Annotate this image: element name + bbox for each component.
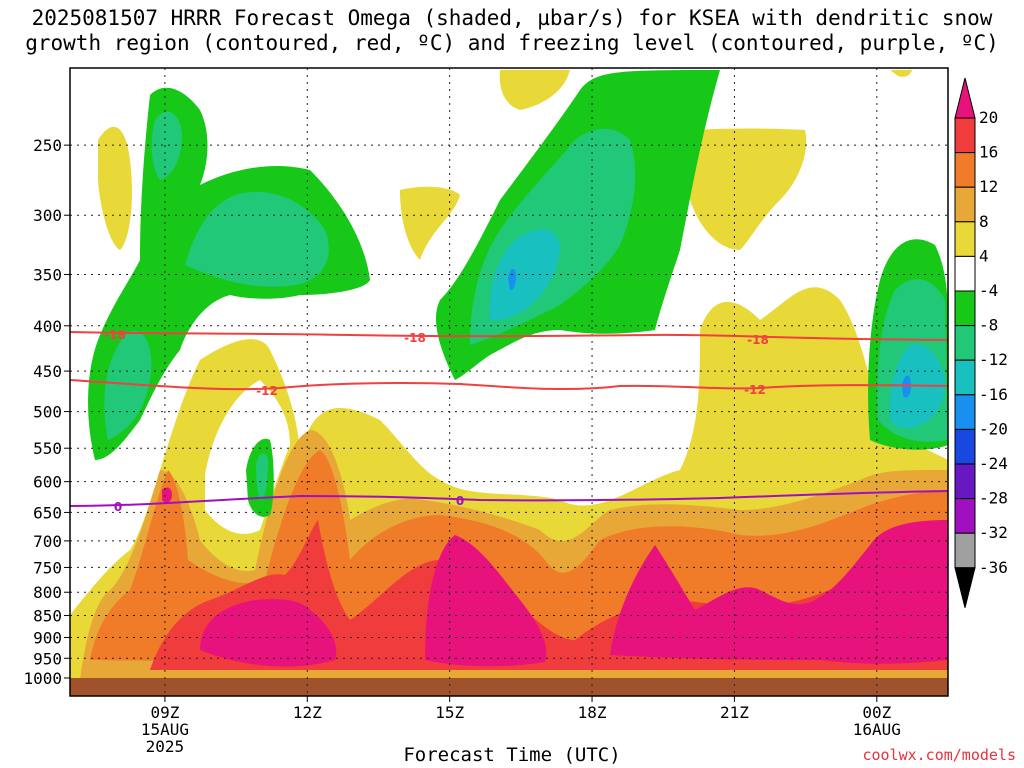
omega-shade-yellow-upper-d — [690, 128, 807, 250]
colorbar-label-0: 20 — [979, 108, 998, 127]
x-tick-label-00Z: 00Z — [862, 703, 891, 722]
contour-label-minus18-a: -18 — [104, 328, 126, 342]
contour-label-minus18-b: -18 — [404, 331, 426, 345]
x-tick-label-21Z: 21Z — [720, 703, 749, 722]
y-tick-label-1000: 1000 — [23, 669, 62, 688]
colorbar-label-2: 12 — [979, 177, 998, 196]
colorbar: 20 16 12 8 4 -4 -8 -12 -16 -20 -24 -28 -32 -36 — [954, 77, 1008, 608]
chart-title: 2025081507 HRRR Forecast Omega (shaded, … — [0, 6, 1024, 56]
omega-shade-teal-upper — [151, 111, 182, 180]
omega-shade-teal-left — [104, 331, 152, 440]
colorbar-label-11: -28 — [979, 489, 1008, 508]
contour-labels: -18 -18 -18 -12 -12 0 0 — [104, 328, 769, 514]
x-axis-label: Forecast Time (UTC) — [403, 744, 621, 766]
colorbar-segment-9 — [954, 394, 976, 430]
colorbar-label-6: -8 — [979, 316, 998, 335]
y-tick-label-450: 450 — [33, 362, 62, 381]
colorbar-label-9: -20 — [979, 419, 1008, 438]
y-tick-label-600: 600 — [33, 473, 62, 492]
colorbar-segment-2 — [954, 152, 976, 188]
colorbar-segment-5 — [954, 255, 976, 292]
x-tick-label-18Z: 18Z — [578, 703, 607, 722]
omega-shade-blue-right — [902, 375, 911, 398]
colorbar-label-8: -16 — [979, 385, 1008, 404]
plot-area: -18 -18 -18 -12 -12 0 0 — [70, 68, 948, 696]
colorbar-segment-1 — [954, 117, 976, 154]
y-tick-label-750: 750 — [33, 558, 62, 577]
omega-shade-magenta-small — [162, 487, 172, 503]
omega-shade-white-hole-2 — [70, 480, 110, 540]
colorbar-segment-6 — [954, 290, 976, 327]
y-tick-label-250: 250 — [33, 136, 62, 155]
site-credit: coolwx.com/models — [862, 746, 1016, 764]
title-line-1: 2025081507 HRRR Forecast Omega (shaded, … — [31, 6, 993, 30]
plot-frame — [69, 67, 949, 697]
colorbar-segment-12 — [954, 498, 976, 534]
x-tick-label-09Z: 09Z — [150, 703, 179, 722]
x-tick-date-09Z: 15AUG — [141, 720, 189, 739]
omega-shade-cyan-center — [489, 229, 560, 321]
omega-shade-yellow-upper-a — [98, 126, 132, 250]
contour-label-minus18-c: -18 — [747, 333, 769, 347]
contour-line-minus12 — [70, 379, 948, 391]
y-tick-label-650: 650 — [33, 503, 62, 522]
contour-line-zero — [70, 490, 948, 507]
colorbar-arrow-bottom — [954, 567, 976, 608]
x-tick-year-09Z: 2025 — [146, 737, 185, 756]
colorbar-segment-4 — [954, 221, 976, 257]
colorbar-label-12: -32 — [979, 523, 1008, 542]
y-tick-label-950: 950 — [33, 649, 62, 668]
contour-label-zero-b: 0 — [456, 494, 464, 508]
y-tick-label-500: 500 — [33, 403, 62, 422]
y-tick-label-400: 400 — [33, 317, 62, 336]
colorbar-segment-7 — [954, 325, 976, 361]
colorbar-segment-8 — [954, 359, 976, 396]
x-tick-label-12Z: 12Z — [293, 703, 322, 722]
terrain-band — [70, 678, 948, 696]
y-tick-label-850: 850 — [33, 607, 62, 626]
title-line-2: growth region (contoured, red, ºC) and f… — [25, 31, 999, 55]
omega-shade-yellow-upper-b — [400, 186, 460, 260]
colorbar-segment-3 — [954, 186, 976, 223]
colorbar-label-7: -12 — [979, 350, 1008, 369]
colorbar-arrow-top — [954, 77, 976, 119]
colorbar-label-5: -4 — [979, 281, 998, 300]
y-axis: 250 300 350 400 450 500 550 600 650 700 750 800 850 9… — [23, 136, 70, 688]
colorbar-label-4: 4 — [979, 246, 989, 265]
omega-shade-teal-mid — [185, 191, 329, 287]
contour-label-zero-a: 0 — [114, 500, 122, 514]
y-tick-label-300: 300 — [33, 206, 62, 225]
y-tick-label-350: 350 — [33, 265, 62, 284]
contour-label-minus12-b: -12 — [744, 383, 766, 397]
y-tick-label-800: 800 — [33, 583, 62, 602]
y-tick-label-550: 550 — [33, 439, 62, 458]
omega-shade-blue-center — [508, 268, 516, 291]
colorbar-label-1: 16 — [979, 143, 998, 162]
y-tick-label-700: 700 — [33, 532, 62, 551]
colorbar-label-3: 8 — [979, 212, 989, 231]
contour-label-minus12-a: -12 — [256, 384, 278, 398]
omega-shade-yellow-upper-e — [890, 70, 912, 77]
colorbar-label-13: -36 — [979, 558, 1008, 577]
omega-shade-yellow-upper-c — [499, 70, 570, 110]
omega-shade-magenta-c — [610, 520, 948, 664]
colorbar-segment-10 — [954, 428, 976, 465]
colorbar-segment-13 — [954, 532, 976, 569]
colorbar-label-10: -24 — [979, 454, 1008, 473]
x-tick-date-00Z: 16AUG — [853, 720, 901, 739]
colorbar-segment-11 — [954, 463, 976, 500]
y-tick-label-900: 900 — [33, 629, 62, 648]
omega-shade-magenta-a — [200, 599, 337, 667]
x-tick-label-15Z: 15Z — [435, 703, 464, 722]
omega-shade-teal-blob — [256, 453, 268, 500]
contour-line-minus18 — [70, 331, 948, 341]
